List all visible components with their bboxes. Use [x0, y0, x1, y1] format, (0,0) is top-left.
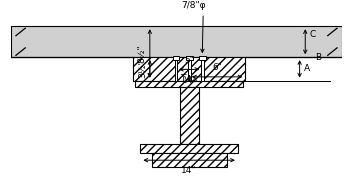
Bar	[173, 56, 179, 60]
Bar	[201, 57, 204, 81]
Text: C: C	[310, 30, 316, 39]
Bar	[133, 57, 245, 81]
Text: 6": 6"	[212, 63, 222, 72]
Text: 8½": 8½"	[138, 44, 147, 63]
Bar	[140, 144, 238, 153]
Bar	[199, 56, 205, 60]
Bar	[188, 57, 191, 81]
Bar	[135, 81, 244, 87]
Bar	[11, 26, 342, 57]
Bar	[180, 87, 198, 144]
Text: Typ.: Typ.	[180, 74, 198, 83]
Text: 14": 14"	[181, 166, 197, 175]
Bar	[186, 56, 192, 60]
Bar	[175, 57, 178, 81]
Text: A: A	[304, 64, 310, 73]
Bar	[152, 153, 227, 167]
Text: B: B	[316, 53, 322, 62]
Text: 3½": 3½"	[138, 60, 147, 78]
Text: 5": 5"	[184, 56, 194, 65]
Text: 7/8"φ: 7/8"φ	[181, 1, 206, 10]
